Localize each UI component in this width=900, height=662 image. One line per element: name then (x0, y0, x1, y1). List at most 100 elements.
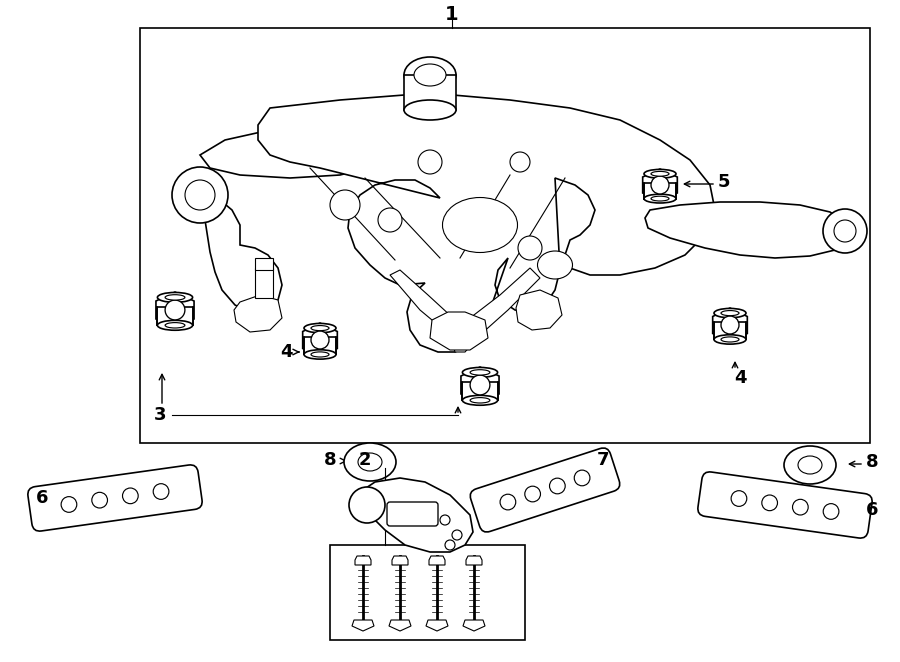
Polygon shape (389, 620, 411, 631)
Circle shape (550, 478, 565, 494)
Circle shape (525, 486, 541, 502)
Ellipse shape (714, 308, 746, 318)
Text: 5: 5 (718, 173, 731, 191)
Text: 2: 2 (359, 451, 372, 469)
Circle shape (518, 236, 542, 260)
Polygon shape (713, 308, 747, 342)
Circle shape (440, 515, 450, 525)
Text: 4: 4 (281, 343, 293, 361)
Polygon shape (429, 556, 445, 565)
Circle shape (731, 491, 747, 506)
Polygon shape (355, 556, 371, 565)
Polygon shape (352, 620, 374, 631)
Bar (644, 183, 676, 199)
Ellipse shape (404, 100, 456, 120)
Circle shape (834, 220, 856, 242)
Circle shape (574, 470, 590, 486)
Ellipse shape (404, 57, 456, 93)
Circle shape (510, 152, 530, 172)
Circle shape (761, 495, 778, 510)
Circle shape (378, 208, 402, 232)
Ellipse shape (304, 350, 336, 359)
Polygon shape (392, 556, 408, 565)
Bar (158, 307, 193, 325)
Circle shape (452, 530, 462, 540)
Polygon shape (390, 268, 540, 352)
Text: 6: 6 (866, 501, 878, 519)
Ellipse shape (158, 320, 193, 330)
Circle shape (418, 150, 442, 174)
Ellipse shape (344, 443, 396, 481)
Circle shape (153, 484, 169, 499)
Ellipse shape (470, 398, 490, 403)
Ellipse shape (463, 395, 498, 405)
Circle shape (172, 167, 228, 223)
Polygon shape (463, 620, 485, 631)
Circle shape (311, 331, 329, 349)
Bar (140, 28, 870, 443)
Ellipse shape (714, 335, 746, 344)
FancyBboxPatch shape (470, 448, 620, 532)
Ellipse shape (470, 369, 490, 375)
Bar (304, 338, 336, 354)
Circle shape (61, 496, 76, 512)
Polygon shape (430, 312, 488, 350)
Polygon shape (426, 620, 448, 631)
Ellipse shape (165, 322, 184, 328)
Circle shape (793, 499, 808, 515)
Polygon shape (360, 478, 473, 552)
Ellipse shape (798, 456, 822, 474)
Circle shape (349, 487, 385, 523)
Text: 4: 4 (734, 369, 746, 387)
Ellipse shape (165, 295, 184, 300)
Polygon shape (156, 292, 194, 328)
Ellipse shape (784, 446, 836, 484)
Polygon shape (234, 295, 282, 332)
Ellipse shape (311, 352, 329, 357)
Ellipse shape (311, 326, 329, 330)
Polygon shape (302, 323, 338, 357)
Circle shape (824, 504, 839, 519)
Text: 7: 7 (597, 451, 609, 469)
Bar (255, 268, 273, 298)
Polygon shape (461, 367, 500, 403)
Ellipse shape (537, 251, 572, 279)
Bar (404, 75, 456, 110)
Text: 8: 8 (866, 453, 878, 471)
Circle shape (330, 190, 360, 220)
Ellipse shape (721, 310, 739, 316)
Text: 1: 1 (446, 5, 459, 23)
Bar (463, 382, 498, 401)
Ellipse shape (651, 171, 669, 176)
Polygon shape (200, 195, 282, 312)
Circle shape (445, 540, 455, 550)
Ellipse shape (304, 324, 336, 333)
Circle shape (122, 488, 139, 504)
Ellipse shape (644, 194, 676, 203)
Circle shape (470, 375, 490, 395)
Text: 3: 3 (154, 406, 166, 424)
Ellipse shape (358, 453, 382, 471)
Circle shape (500, 495, 516, 510)
Bar (255, 258, 273, 270)
Ellipse shape (414, 64, 446, 86)
Polygon shape (200, 128, 390, 178)
FancyBboxPatch shape (698, 472, 872, 538)
Circle shape (721, 316, 739, 334)
Ellipse shape (443, 197, 518, 252)
Bar (714, 322, 746, 340)
Circle shape (185, 180, 215, 210)
Circle shape (165, 300, 184, 320)
Polygon shape (643, 169, 678, 201)
Polygon shape (258, 93, 715, 352)
FancyBboxPatch shape (28, 465, 202, 531)
Ellipse shape (651, 196, 669, 201)
Circle shape (92, 493, 107, 508)
Text: 8: 8 (324, 451, 337, 469)
Ellipse shape (158, 293, 193, 303)
Polygon shape (516, 290, 562, 330)
Polygon shape (645, 202, 845, 258)
Polygon shape (466, 556, 482, 565)
Ellipse shape (463, 367, 498, 377)
Bar (330, 545, 525, 640)
